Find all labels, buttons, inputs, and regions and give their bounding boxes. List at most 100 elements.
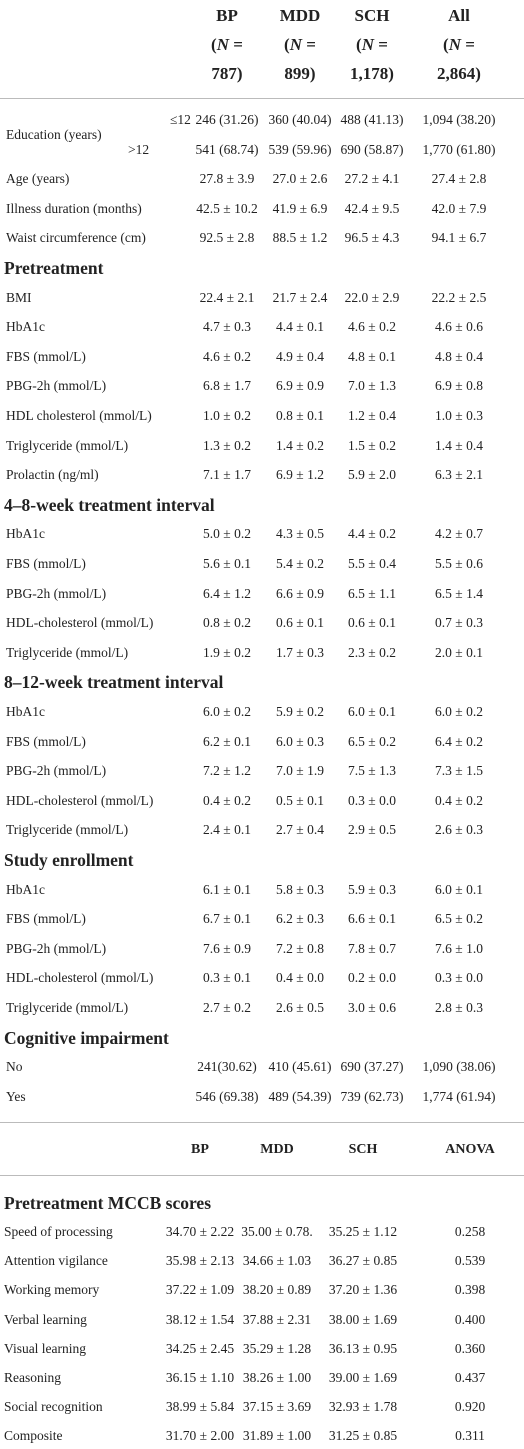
cell: 2.7 ± 0.2 — [203, 1000, 251, 1015]
row-label: FBS (mmol/L) — [6, 348, 86, 364]
cell: 6.6 ± 0.9 — [276, 585, 324, 601]
row-label: HDL cholesterol (mmol/L) — [6, 408, 152, 423]
cell: 7.0 ± 1.3 — [348, 378, 396, 394]
cell: 37.88 ± 2.31 — [242, 1311, 312, 1327]
rule — [0, 1175, 524, 1176]
section-title: 4–8-week treatment interval — [4, 494, 215, 515]
cell: 88.5 ± 1.2 — [272, 230, 328, 246]
cell: 488 (41.13) — [340, 112, 404, 127]
column-n: (N = — [211, 35, 243, 54]
rule — [0, 1122, 524, 1123]
cell: 27.8 ± 3.9 — [199, 171, 255, 187]
section-title: Study enrollment — [4, 850, 134, 870]
cell: 41.9 ± 6.9 — [272, 200, 328, 216]
cell: 5.0 ± 0.2 — [203, 526, 251, 542]
cell: 0.8 ± 0.2 — [203, 615, 251, 631]
cell: 1,774 (61.94) — [422, 1088, 496, 1104]
cell: 6.0 ± 0.2 — [435, 704, 483, 719]
cell: 37.20 ± 1.36 — [328, 1282, 398, 1298]
row-label: PBG-2h (mmol/L) — [6, 763, 107, 779]
cell: 96.5 ± 4.3 — [344, 230, 400, 246]
cell: 0.3 ± 0.0 — [435, 970, 483, 986]
cell: 22.4 ± 2.1 — [199, 289, 255, 305]
cell: 0.4 ± 0.2 — [435, 792, 483, 808]
n-part: N — [361, 35, 375, 54]
cell: 739 (62.73) — [340, 1088, 404, 1104]
cell: 1.4 ± 0.4 — [435, 437, 483, 453]
cell: 1,094 (38.20) — [422, 112, 496, 127]
row-label: HbA1c — [6, 526, 45, 542]
cell: 4.4 ± 0.2 — [348, 526, 396, 542]
cell: 1.4 ± 0.2 — [276, 437, 324, 453]
cell: 0.311 — [455, 1428, 485, 1444]
cell: 1,770 (61.80) — [422, 141, 496, 157]
column-n-count: 2,864) — [437, 64, 481, 83]
cell: 7.2 ± 1.2 — [203, 763, 251, 779]
cell: 7.6 ± 0.9 — [203, 940, 251, 956]
row-label: Speed of processing — [4, 1224, 113, 1239]
cell: 38.12 ± 1.54 — [165, 1311, 235, 1327]
column-header: BP — [216, 6, 238, 25]
cell: 6.8 ± 1.7 — [203, 378, 251, 394]
column-n-count: 1,178) — [350, 64, 394, 83]
cell: 6.9 ± 0.9 — [276, 378, 324, 394]
section-title: 8–12-week treatment interval — [4, 672, 224, 693]
row-label: BMI — [6, 289, 32, 305]
cell: 35.25 ± 1.12 — [328, 1224, 398, 1239]
cell: 0.2 ± 0.0 — [348, 970, 396, 986]
column-n: (N = — [356, 35, 388, 54]
row-label: Triglyceride (mmol/L) — [6, 437, 129, 453]
n-part: = — [229, 35, 243, 54]
section-title: Cognitive impairment — [4, 1027, 169, 1048]
cell: 42.0 ± 7.9 — [431, 200, 487, 216]
cell: 241(30.62) — [197, 1059, 257, 1075]
row-label: PBG-2h (mmol/L) — [6, 585, 107, 601]
cell: 35.98 ± 2.13 — [165, 1253, 235, 1269]
cell: 27.0 ± 2.6 — [272, 171, 328, 187]
cell: 6.9 ± 0.8 — [435, 378, 483, 394]
cell: 32.93 ± 1.78 — [328, 1399, 398, 1415]
row-label: PBG-2h (mmol/L) — [6, 940, 107, 956]
cell: 246 (31.26) — [195, 112, 259, 127]
cell: 539 (59.96) — [268, 141, 332, 157]
column-header: MDD — [279, 6, 321, 25]
cell: 31.70 ± 2.00 — [165, 1428, 235, 1444]
cell: 38.26 ± 1.00 — [242, 1370, 312, 1385]
cell: 6.7 ± 0.1 — [203, 911, 251, 927]
row-label: HbA1c — [6, 319, 45, 335]
cell: 4.9 ± 0.4 — [276, 348, 324, 364]
cell: 0.3 ± 0.1 — [203, 970, 251, 986]
cell: 2.3 ± 0.2 — [348, 644, 396, 660]
row-label: Social recognition — [4, 1399, 103, 1415]
cell: 6.5 ± 0.2 — [435, 911, 483, 927]
level-label: ≤12 — [170, 112, 191, 127]
cell: 5.5 ± 0.6 — [435, 556, 483, 571]
row-label: Illness duration (months) — [6, 200, 142, 216]
n-part: = — [461, 35, 475, 54]
row-label: HDL-cholesterol (mmol/L) — [6, 792, 154, 808]
cell: 5.4 ± 0.2 — [276, 556, 324, 571]
column-header: All — [448, 6, 470, 25]
row-label: HbA1c — [6, 881, 45, 897]
cell: 38.00 ± 1.69 — [328, 1311, 398, 1327]
cell: 21.7 ± 2.4 — [272, 289, 328, 305]
level-label: >12 — [128, 141, 150, 157]
cell: 6.4 ± 0.2 — [435, 733, 483, 749]
cell: 5.8 ± 0.3 — [276, 881, 324, 897]
cell: 410 (45.61) — [268, 1059, 332, 1075]
cell: 37.15 ± 3.69 — [242, 1399, 312, 1415]
cell: 27.4 ± 2.8 — [431, 171, 487, 187]
cell: 6.0 ± 0.1 — [348, 704, 396, 719]
row-label: FBS (mmol/L) — [6, 733, 86, 749]
cell: 489 (54.39) — [268, 1088, 332, 1104]
row-label: Age (years) — [6, 171, 70, 187]
n-part: N — [216, 35, 230, 54]
cell: 5.9 ± 0.2 — [276, 704, 324, 719]
cell: 0.920 — [454, 1399, 486, 1415]
cell: 5.9 ± 2.0 — [348, 467, 396, 483]
row-label: Working memory — [4, 1282, 100, 1298]
cell: 7.3 ± 1.5 — [435, 763, 483, 779]
n-part: ( — [284, 35, 290, 54]
cell: 4.8 ± 0.1 — [348, 348, 396, 364]
cell: 7.5 ± 1.3 — [348, 763, 396, 779]
